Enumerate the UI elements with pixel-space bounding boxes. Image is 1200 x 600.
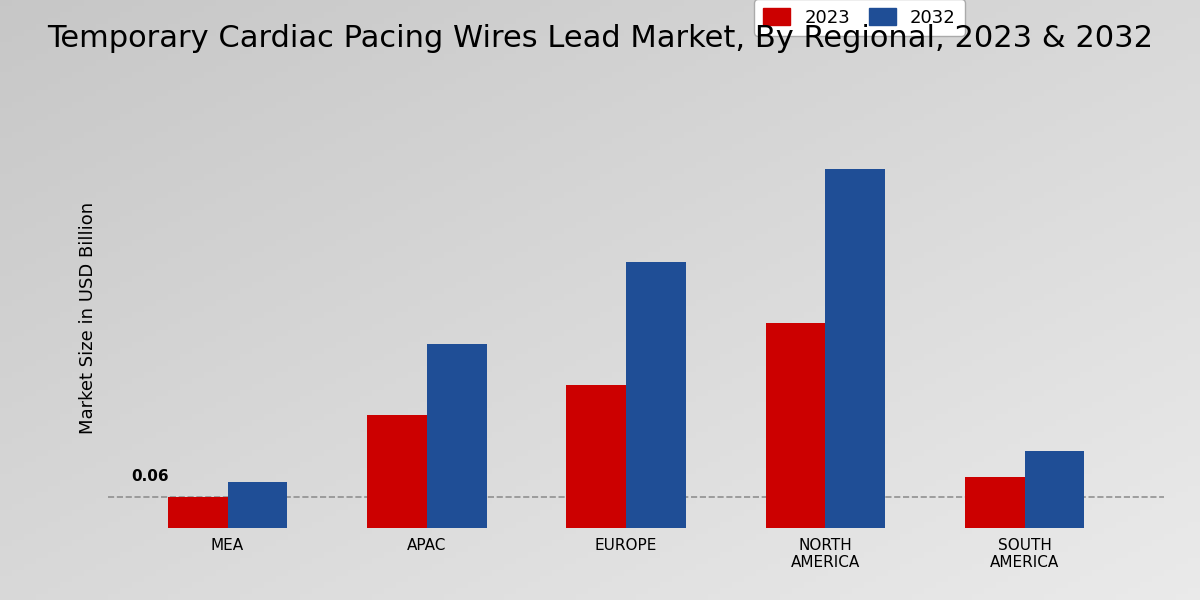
Text: Temporary Cardiac Pacing Wires Lead Market, By Regional, 2023 & 2032: Temporary Cardiac Pacing Wires Lead Mark… [47, 24, 1153, 53]
Bar [228, 482, 287, 528]
Bar [1025, 451, 1085, 528]
Bar [566, 385, 626, 528]
Bar [427, 344, 486, 528]
Bar [626, 262, 686, 528]
Bar [168, 497, 228, 528]
Text: 0.06: 0.06 [131, 469, 169, 484]
Bar [965, 477, 1025, 528]
Bar [367, 415, 427, 528]
Bar [766, 323, 826, 528]
Y-axis label: Market Size in USD Billion: Market Size in USD Billion [79, 202, 97, 434]
Legend: 2023, 2032: 2023, 2032 [755, 0, 965, 36]
Bar [826, 169, 886, 528]
